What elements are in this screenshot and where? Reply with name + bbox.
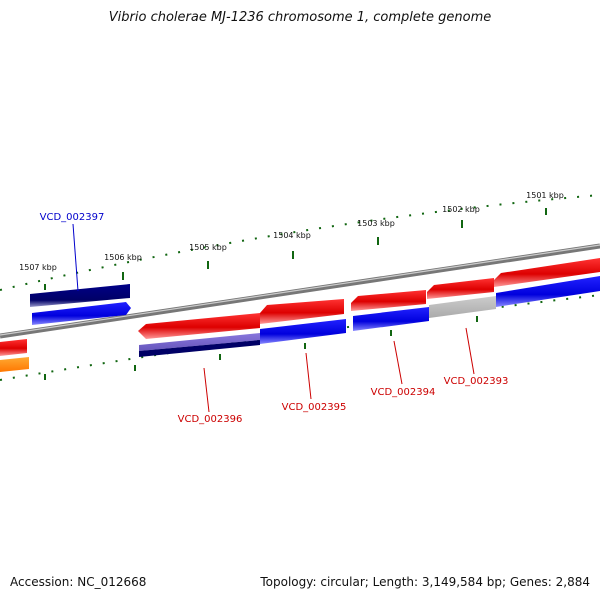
leader-vcd-002393: [465, 327, 475, 375]
feature-vcd-002393[interactable]: [427, 278, 494, 299]
leader-vcd-002397: [72, 223, 79, 292]
major-ticks-outer: [44, 208, 547, 290]
feature-vcd-002394-lower: [353, 307, 429, 331]
feature-navy-upper: [30, 284, 130, 307]
gene-label-vcd-002396[interactable]: VCD_002396: [178, 414, 243, 425]
scale-label-1505: 1505 kbp: [189, 243, 227, 252]
scale-label-1503: 1503 kbp: [357, 219, 395, 228]
gene-label-vcd-002393[interactable]: VCD_002393: [444, 376, 509, 387]
feature-right-blue: [496, 276, 600, 307]
feature-vcd-002396[interactable]: [138, 313, 260, 339]
scale-label-1506: 1506 kbp: [104, 253, 142, 262]
major-ticks-inner: [44, 316, 478, 380]
feature-vcd-002393-lower: [429, 296, 496, 318]
gene-label-vcd-002394[interactable]: VCD_002394: [371, 387, 436, 398]
scale-label-1501: 1501 kbp: [526, 191, 564, 200]
feature-vcd-002395-lower: [260, 319, 346, 344]
feature-vcd-002396-lower-dark: [139, 340, 260, 357]
feature-vcd-002395[interactable]: [260, 299, 344, 324]
gene-label-vcd-002395[interactable]: VCD_002395: [282, 402, 347, 413]
feature-right-red: [494, 258, 600, 287]
feature-vcd-002396-lower: [139, 333, 260, 351]
feature-left-red: [0, 339, 27, 356]
accession-label: Accession: NC_012668: [10, 575, 147, 589]
map-title: Vibrio cholerae MJ-1236 chromosome 1, co…: [108, 10, 492, 25]
scale-label-1504: 1504 kbp: [273, 231, 311, 240]
leader-vcd-002395: [305, 352, 312, 400]
scale-label-1502: 1502 kbp: [442, 205, 480, 214]
feature-vcd-002397[interactable]: [32, 302, 131, 325]
genome-summary: Topology: circular; Length: 3,149,584 bp…: [260, 575, 590, 589]
leader-vcd-002394: [393, 340, 403, 385]
leader-vcd-002396: [203, 367, 210, 413]
feature-vcd-002394[interactable]: [351, 290, 426, 311]
scale-label-1507: 1507 kbp: [19, 263, 57, 272]
scale-ring-inner: [0, 294, 600, 381]
feature-left-orange: [0, 357, 29, 372]
gene-label-vcd-002397[interactable]: VCD_002397: [40, 212, 105, 223]
